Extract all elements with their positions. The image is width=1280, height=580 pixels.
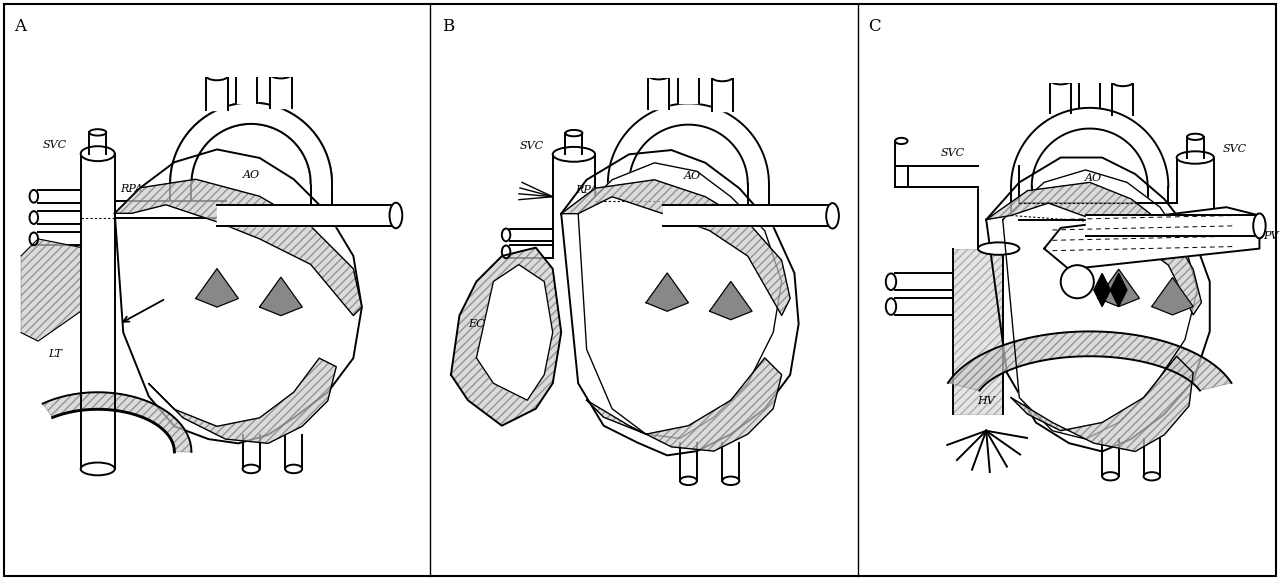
Text: AO: AO xyxy=(684,171,701,180)
Polygon shape xyxy=(1098,269,1139,307)
Polygon shape xyxy=(1152,278,1193,315)
Polygon shape xyxy=(948,331,1231,390)
Ellipse shape xyxy=(978,242,1019,255)
Polygon shape xyxy=(561,150,799,455)
Polygon shape xyxy=(954,249,1002,414)
Ellipse shape xyxy=(712,72,733,81)
Polygon shape xyxy=(1019,203,1176,220)
Polygon shape xyxy=(170,103,332,183)
Ellipse shape xyxy=(1102,472,1119,480)
Polygon shape xyxy=(561,180,790,316)
Ellipse shape xyxy=(237,64,257,73)
Text: SVC: SVC xyxy=(1222,144,1247,154)
Ellipse shape xyxy=(648,71,669,79)
Ellipse shape xyxy=(1143,472,1160,480)
Ellipse shape xyxy=(1187,134,1203,140)
Polygon shape xyxy=(954,249,1002,414)
Polygon shape xyxy=(986,182,1202,315)
Ellipse shape xyxy=(389,202,402,228)
Ellipse shape xyxy=(566,130,582,136)
Text: SVC: SVC xyxy=(44,140,67,150)
Ellipse shape xyxy=(886,273,896,290)
Polygon shape xyxy=(476,264,553,400)
Polygon shape xyxy=(986,158,1210,451)
Text: AO: AO xyxy=(1085,173,1102,183)
Polygon shape xyxy=(586,358,782,451)
Ellipse shape xyxy=(722,477,740,485)
Ellipse shape xyxy=(29,190,38,202)
Ellipse shape xyxy=(1079,71,1100,79)
Text: C: C xyxy=(868,18,881,35)
Polygon shape xyxy=(148,358,337,443)
Polygon shape xyxy=(42,392,192,452)
Text: A: A xyxy=(14,18,26,35)
Polygon shape xyxy=(1111,273,1126,307)
Ellipse shape xyxy=(1176,151,1213,164)
Polygon shape xyxy=(608,103,769,184)
Polygon shape xyxy=(663,205,832,226)
Text: HV: HV xyxy=(978,396,995,406)
Text: EC: EC xyxy=(468,319,485,329)
Polygon shape xyxy=(20,239,81,341)
Text: SVC: SVC xyxy=(941,148,965,158)
Ellipse shape xyxy=(502,229,511,241)
Polygon shape xyxy=(646,273,689,311)
Polygon shape xyxy=(1044,207,1260,269)
Text: RPA: RPA xyxy=(120,184,143,194)
Ellipse shape xyxy=(81,462,115,476)
Text: AO: AO xyxy=(242,170,260,180)
Ellipse shape xyxy=(1253,213,1266,238)
Ellipse shape xyxy=(678,66,699,74)
Polygon shape xyxy=(218,205,396,226)
Polygon shape xyxy=(1002,170,1197,439)
Polygon shape xyxy=(978,166,1019,249)
Polygon shape xyxy=(1176,158,1213,249)
Polygon shape xyxy=(115,150,362,443)
Polygon shape xyxy=(196,269,238,307)
Circle shape xyxy=(1061,265,1094,298)
Ellipse shape xyxy=(29,211,38,224)
Polygon shape xyxy=(1085,216,1260,236)
Polygon shape xyxy=(1094,273,1111,307)
Polygon shape xyxy=(895,166,978,187)
Polygon shape xyxy=(553,154,595,256)
Ellipse shape xyxy=(242,465,260,473)
Polygon shape xyxy=(451,248,561,426)
Ellipse shape xyxy=(553,147,595,162)
Ellipse shape xyxy=(206,72,228,80)
Polygon shape xyxy=(579,163,782,438)
Ellipse shape xyxy=(270,70,292,78)
Ellipse shape xyxy=(90,129,106,136)
Polygon shape xyxy=(1011,108,1169,187)
Ellipse shape xyxy=(285,465,302,473)
Ellipse shape xyxy=(81,146,115,161)
Polygon shape xyxy=(81,154,115,256)
Polygon shape xyxy=(1011,356,1193,451)
Polygon shape xyxy=(81,256,115,469)
Text: RPA: RPA xyxy=(575,184,598,195)
Ellipse shape xyxy=(29,233,38,245)
Ellipse shape xyxy=(680,477,696,485)
Polygon shape xyxy=(595,201,663,218)
Polygon shape xyxy=(709,281,753,320)
Polygon shape xyxy=(115,201,225,218)
Polygon shape xyxy=(115,179,362,316)
Ellipse shape xyxy=(886,298,896,315)
Text: PV: PV xyxy=(1263,231,1279,241)
Ellipse shape xyxy=(1112,78,1133,86)
Ellipse shape xyxy=(502,245,511,258)
Ellipse shape xyxy=(1051,76,1071,85)
Text: SVC: SVC xyxy=(520,141,544,151)
Ellipse shape xyxy=(895,138,908,144)
Ellipse shape xyxy=(826,203,838,229)
Text: LT: LT xyxy=(49,349,61,359)
Text: B: B xyxy=(442,18,454,35)
Polygon shape xyxy=(260,277,302,316)
